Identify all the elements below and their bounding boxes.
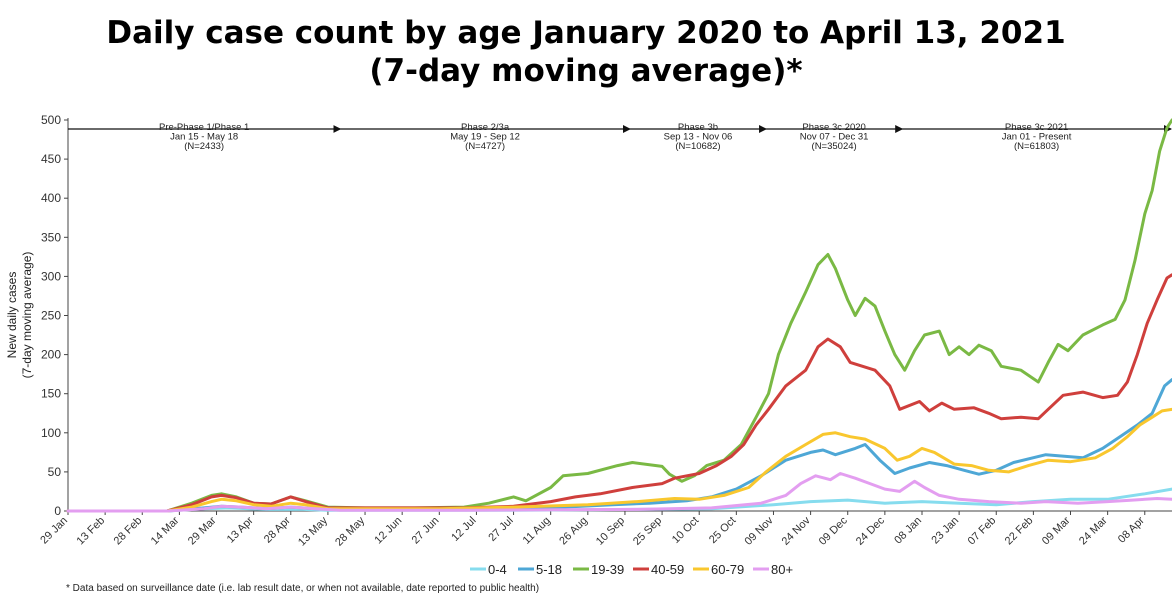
legend: 0-4 5-18 19-39 40-59 60-79 80+ — [470, 562, 793, 577]
x-tick-label: 24 Dec — [854, 514, 887, 547]
x-tick-label: 29 Mar — [186, 514, 219, 547]
x-tick-label: 09 Mar — [1040, 514, 1073, 547]
phase-label: Phase 3c 2021 — [1005, 122, 1068, 133]
x-tick-label: 28 Feb — [112, 515, 145, 548]
y-tick-label: 350 — [41, 230, 61, 244]
phase-label: May 19 - Sep 12 — [450, 132, 520, 143]
y-tick-label: 200 — [41, 348, 61, 362]
phase-label: (N=35024) — [812, 141, 857, 152]
y-tick-label: 250 — [41, 309, 61, 323]
y-tick-label: 0 — [54, 504, 61, 518]
y-label-line: New daily cases — [5, 272, 19, 359]
chart-subtitle: (7-day moving average)* — [369, 53, 803, 89]
x-tick-label: 28 May — [333, 514, 367, 548]
y-tick-label: 300 — [41, 269, 61, 283]
legend-label-40-59: 40-59 — [651, 562, 684, 577]
x-tick-label: 12 Jun — [372, 515, 404, 547]
x-tick-label: 07 Feb — [966, 515, 999, 548]
phase-label: (N=61803) — [1014, 141, 1059, 152]
x-tick-label: 11 Aug — [521, 515, 553, 547]
legend-label-0-4: 0-4 — [488, 562, 507, 577]
x-tick-label: 24 Nov — [780, 514, 813, 547]
x-tick-label: 10 Oct — [670, 515, 701, 546]
chart-title: Daily case count by age January 2020 to … — [106, 15, 1066, 51]
x-tick-label: 13 May — [296, 514, 330, 548]
x-tick-label: 26 Aug — [557, 515, 590, 548]
x-tick-label: 08 Apr — [1116, 514, 1147, 545]
legend-label-60-79: 60-79 — [711, 562, 744, 577]
series-line-80+ — [66, 472, 1172, 513]
phase-label: (N=2433) — [184, 141, 224, 152]
phase-label: (N=4727) — [465, 141, 505, 152]
phase-label: Phase 3b — [678, 122, 718, 133]
y-tick-label: 50 — [48, 465, 62, 479]
legend-label-5-18: 5-18 — [536, 562, 562, 577]
phase-label: (N=10682) — [675, 141, 720, 152]
y-tick-label: 400 — [41, 191, 61, 205]
series-line-60-79 — [66, 407, 1172, 513]
legend-label-80+: 80+ — [771, 562, 793, 577]
x-tick-label: 24 Mar — [1077, 514, 1110, 547]
phase-label: Jan 01 - Present — [1002, 132, 1072, 143]
x-tick-label: 25 Oct — [707, 515, 738, 546]
x-tick-label: 23 Jan — [929, 515, 961, 547]
phase-label: Phase 2/3a — [461, 122, 510, 133]
x-tick-label: 25 Sep — [631, 515, 664, 548]
x-axis: 29 Jan 13 Feb 28 Feb 14 Mar 29 Mar 13 Apr 28 A… — [38, 510, 1172, 549]
x-tick-label: 22 Feb — [1003, 515, 1036, 548]
legend-label-19-39: 19-39 — [591, 562, 624, 577]
y-label-line: (7-day moving average) — [20, 252, 34, 379]
y-tick-label: 500 — [41, 113, 61, 127]
phase-label: Pre-Phase 1/Phase 1 — [159, 122, 249, 133]
series-line-19-39 — [66, 118, 1172, 513]
x-tick-label: 08 Jan — [892, 515, 924, 547]
x-tick-label: 12 Jul — [449, 515, 478, 544]
x-tick-label: 27 Jun — [410, 515, 442, 547]
x-tick-label: 14 Mar — [149, 514, 182, 547]
x-tick-label: 10 Sep — [594, 515, 627, 548]
series-line-40-59 — [66, 273, 1172, 513]
y-tick-label: 100 — [41, 426, 61, 440]
x-tick-label: 13 Feb — [75, 515, 108, 548]
footnote: * Data based on surveillance date (i.e. … — [66, 583, 540, 594]
y-tick-label: 450 — [41, 152, 61, 166]
chart-title-block: Daily case count by age January 2020 to … — [0, 14, 1172, 90]
x-tick-label: 29 Jan — [38, 515, 70, 547]
phase-label: Nov 07 - Dec 31 — [800, 132, 869, 143]
x-tick-label: 09 Dec — [817, 514, 850, 547]
phase-label: Phase 3c 2020 — [802, 122, 865, 133]
y-axis-label: New daily cases (7-day moving average) — [5, 252, 34, 379]
x-tick-label: 09 Nov — [742, 514, 775, 547]
x-tick-label: 28 Apr — [262, 514, 293, 545]
x-tick-label: 13 Apr — [225, 514, 256, 545]
series-lines — [66, 118, 1172, 513]
x-tick-label: 27 Jul — [486, 515, 515, 544]
phase-label: Sep 13 - Nov 06 — [664, 132, 733, 143]
y-tick-label: 150 — [41, 387, 61, 401]
y-axis: 0 50 100 150 200 250 300 350 400 450 500 — [41, 113, 69, 518]
phase-label: Jan 15 - May 18 — [170, 132, 238, 143]
